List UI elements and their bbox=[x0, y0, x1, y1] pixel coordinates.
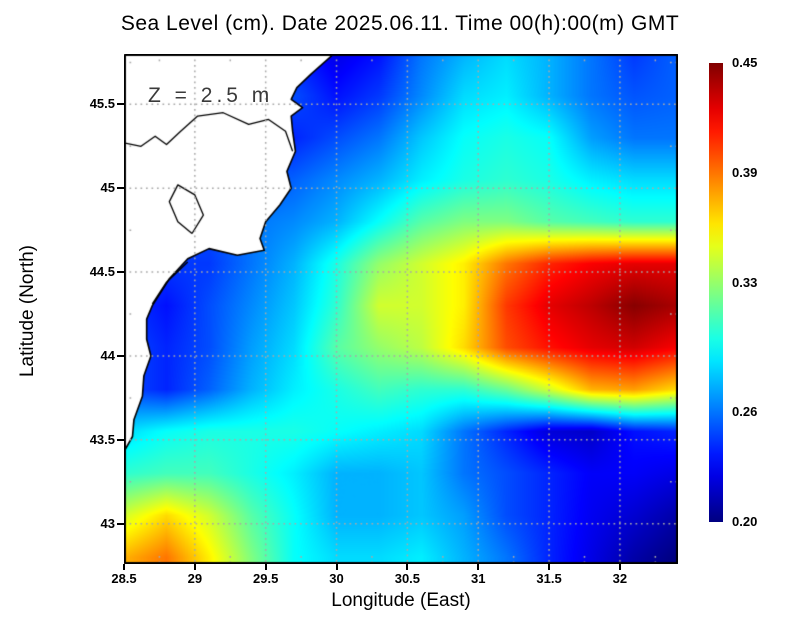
x-axis-title: Longitude (East) bbox=[331, 590, 471, 611]
x-tick-label: 32 bbox=[612, 571, 628, 586]
colorbar-tick-label: 0.45 bbox=[732, 55, 758, 70]
x-tick-mark bbox=[548, 564, 551, 570]
y-tick-mark bbox=[117, 522, 124, 525]
x-tick-mark bbox=[618, 564, 621, 570]
colorbar-tick-label: 0.20 bbox=[732, 514, 758, 529]
y-tick-mark bbox=[117, 187, 124, 190]
y-tick-mark bbox=[117, 271, 124, 274]
y-tick-mark bbox=[117, 103, 124, 106]
colorbar bbox=[709, 63, 723, 522]
y-tick-label: 43.5 bbox=[89, 431, 115, 447]
y-tick-label: 45 bbox=[100, 180, 115, 196]
y-tick-label: 43 bbox=[100, 515, 115, 531]
y-tick-label: 45.5 bbox=[89, 96, 115, 112]
y-tick-mark bbox=[117, 354, 124, 357]
colorbar-tick-label: 0.39 bbox=[732, 165, 758, 181]
chart-title: Sea Level (cm). Date 2025.06.11. Time 00… bbox=[120, 12, 680, 35]
x-tick-label: 29.5 bbox=[253, 571, 279, 586]
y-tick-label: 44 bbox=[100, 347, 115, 363]
x-tick-label: 30 bbox=[329, 571, 344, 586]
x-tick-mark bbox=[264, 564, 267, 570]
plot-area bbox=[124, 54, 678, 564]
x-tick-label: 31.5 bbox=[536, 571, 562, 586]
y-tick-label: 44.5 bbox=[89, 264, 115, 280]
y-axis-title: Latitude (North) bbox=[17, 245, 38, 378]
colorbar-tick-label: 0.26 bbox=[732, 403, 758, 419]
x-tick-label: 29 bbox=[187, 571, 203, 586]
x-tick-mark bbox=[335, 564, 338, 570]
colorbar-tick-label: 0.33 bbox=[732, 275, 758, 291]
y-tick-mark bbox=[117, 438, 124, 441]
x-tick-label: 28.5 bbox=[111, 571, 137, 586]
x-tick-mark bbox=[123, 564, 125, 570]
x-tick-mark bbox=[193, 564, 196, 570]
x-tick-mark bbox=[477, 564, 480, 570]
x-tick-mark bbox=[406, 564, 409, 570]
x-tick-label: 30.5 bbox=[394, 571, 421, 586]
x-tick-label: 31 bbox=[470, 571, 486, 586]
sea-level-heatmap-canvas bbox=[124, 54, 678, 564]
depth-annotation: Z = 2.5 m bbox=[148, 84, 274, 107]
